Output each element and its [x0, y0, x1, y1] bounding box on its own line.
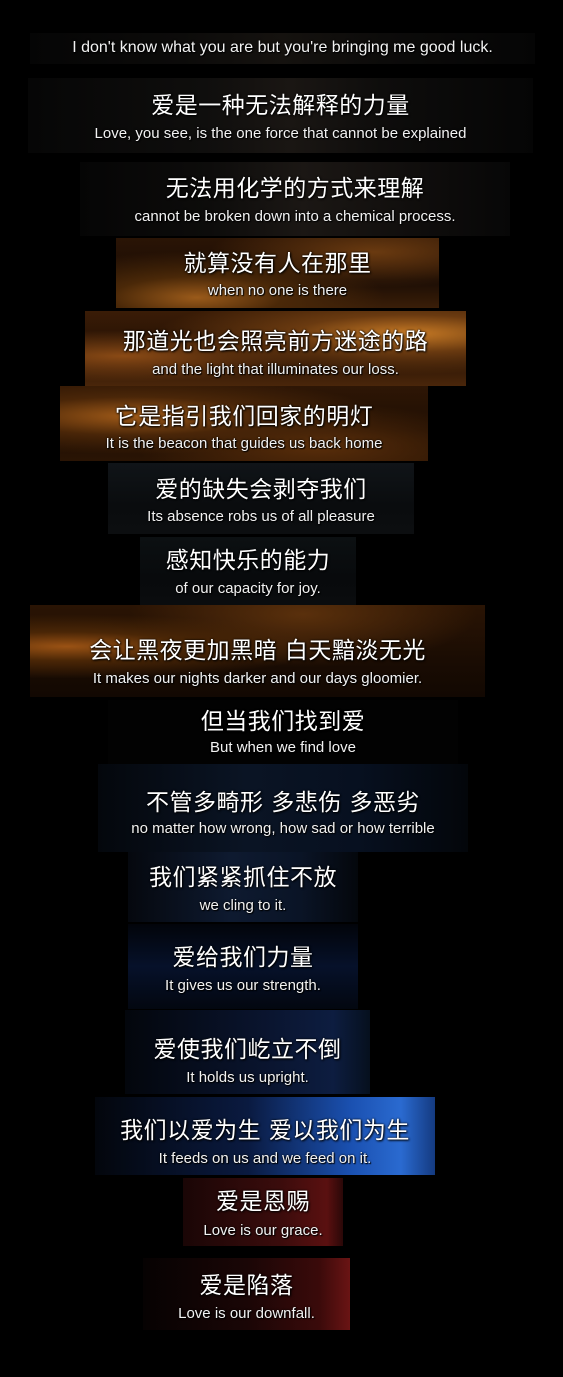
frame-background [28, 78, 533, 153]
subtitle-frame: 无法用化学的方式来理解 cannot be broken down into a … [80, 162, 510, 236]
frame-background [80, 162, 510, 236]
subtitle-frame: 爱是恩赐 Love is our grace. [183, 1178, 343, 1246]
frame-background [95, 1097, 435, 1175]
frame-background [108, 700, 458, 764]
subtitle-frame: 爱是一种无法解释的力量 Love, you see, is the one for… [28, 78, 533, 153]
frame-background [98, 764, 468, 852]
subtitle-english: It gives us our strength. [165, 977, 321, 994]
subtitle-frame: 爱是陷落 Love is our downfall. [143, 1258, 350, 1330]
subtitle-frame: 但当我们找到爱 But when we find love [108, 700, 458, 764]
frame-background [128, 852, 358, 922]
subtitle-frame: 爱使我们屹立不倒 It holds us upright. [125, 1010, 370, 1094]
subtitle-english: Love, you see, is the one force that can… [94, 125, 467, 142]
subtitle-chinese: 我们以爱为生 爱以我们为生 [120, 1118, 410, 1144]
frame-background [125, 1010, 370, 1094]
frame-background [85, 311, 466, 386]
frame-background [108, 463, 414, 534]
subtitle-frame: 我们以爱为生 爱以我们为生 It feeds on us and we feed … [95, 1097, 435, 1175]
subtitle-english: no matter how wrong, how sad or how terr… [131, 820, 435, 837]
subtitle-chinese: 那道光也会照亮前方迷途的路 [122, 329, 429, 355]
subtitle-frame: 就算没有人在那里 when no one is there [116, 238, 439, 308]
frame-background [143, 1258, 350, 1330]
subtitle-english: It is the beacon that guides us back hom… [105, 435, 383, 452]
subtitle-chinese: 就算没有人在那里 [183, 251, 372, 277]
subtitle-english: Love is our grace. [203, 1222, 323, 1239]
subtitle-english: It feeds on us and we feed on it. [158, 1150, 372, 1167]
subtitle-frame: I don't know what you are but you're bri… [30, 33, 535, 64]
frame-background [116, 238, 439, 308]
subtitle-english: I don't know what you are but you're bri… [72, 39, 493, 56]
subtitle-chinese: 爱是一种无法解释的力量 [151, 93, 410, 119]
subtitle-frame: 会让黑夜更加黑暗 白天黯淡无光 It makes our nights darke… [30, 605, 485, 697]
subtitle-frame: 那道光也会照亮前方迷途的路 and the light that illumina… [85, 311, 466, 386]
subtitle-chinese: 无法用化学的方式来理解 [165, 176, 425, 202]
subtitle-chinese: 我们紧紧抓住不放 [149, 865, 337, 891]
subtitle-english: But when we find love [210, 739, 356, 756]
subtitle-english: It holds us upright. [186, 1069, 309, 1086]
frame-background [183, 1178, 343, 1246]
subtitle-chinese: 爱使我们屹立不倒 [153, 1037, 342, 1063]
subtitle-english: of our capacity for joy. [175, 580, 321, 597]
subtitle-frame: 它是指引我们回家的明灯 It is the beacon that guides … [60, 386, 428, 461]
subtitle-chinese: 会让黑夜更加黑暗 白天黯淡无光 [89, 638, 426, 664]
frame-background [30, 33, 535, 64]
subtitle-chinese: 它是指引我们回家的明灯 [114, 404, 374, 430]
subtitle-chinese: 但当我们找到爱 [200, 709, 366, 735]
subtitle-chinese: 爱是陷落 [199, 1273, 294, 1299]
subtitle-english: Its absence robs us of all pleasure [147, 508, 375, 525]
subtitle-english: cannot be broken down into a chemical pr… [134, 208, 456, 225]
subtitle-english: Love is our downfall. [178, 1305, 315, 1322]
frame-background [140, 537, 356, 605]
subtitle-chinese: 感知快乐的能力 [165, 548, 331, 574]
subtitle-english: we cling to it. [199, 897, 287, 914]
subtitle-frame: 不管多畸形 多悲伤 多恶劣 no matter how wrong, how sa… [98, 764, 468, 852]
subtitle-english: when no one is there [207, 282, 348, 299]
frame-background [128, 924, 358, 1009]
subtitle-frame: 爱给我们力量 It gives us our strength. [128, 924, 358, 1009]
subtitle-english: and the light that illuminates our loss. [152, 361, 399, 378]
subtitle-english: It makes our nights darker and our days … [92, 670, 423, 687]
subtitle-frame: 感知快乐的能力 of our capacity for joy. [140, 537, 356, 605]
subtitle-frame: 我们紧紧抓住不放 we cling to it. [128, 852, 358, 922]
subtitle-chinese: 爱给我们力量 [172, 945, 314, 971]
subtitle-chinese: 爱是恩赐 [216, 1189, 310, 1215]
frame-background [30, 605, 485, 697]
subtitle-chinese: 爱的缺失会剥夺我们 [155, 477, 367, 503]
subtitle-chinese: 不管多畸形 多悲伤 多恶劣 [145, 790, 421, 816]
subtitle-frame: 爱的缺失会剥夺我们 Its absence robs us of all plea… [108, 463, 414, 534]
frame-background [60, 386, 428, 461]
